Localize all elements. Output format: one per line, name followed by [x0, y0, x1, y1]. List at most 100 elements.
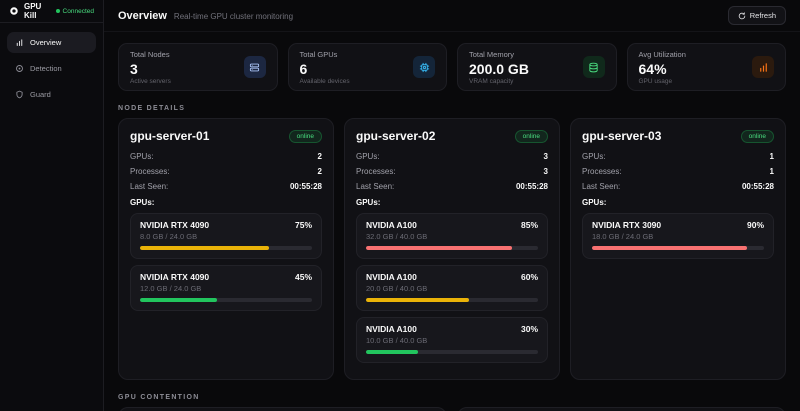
- sidebar-item-label: Guard: [30, 90, 51, 99]
- node-name: gpu-server-03: [582, 129, 662, 143]
- gpu-name: NVIDIA A100: [366, 272, 417, 282]
- utilization-bar: [592, 246, 764, 250]
- gpu-utilization: 90%: [746, 220, 764, 230]
- nodes-grid: gpu-server-01 online GPUs: 2 Processes: 2 …: [118, 118, 786, 380]
- gpu-memory: 18.0 GB / 24.0 GB: [592, 232, 654, 241]
- refresh-label: Refresh: [749, 11, 776, 20]
- refresh-icon: [738, 11, 746, 20]
- node-processes-row: Processes: 2: [130, 167, 322, 176]
- gpu-utilization: 30%: [520, 324, 538, 334]
- shield-icon: [15, 90, 24, 99]
- target-icon: [15, 64, 24, 73]
- gpu-tile: NVIDIA A100 85% 32.0 GB / 40.0 GB: [356, 213, 548, 259]
- status-badge: online: [514, 129, 548, 143]
- gpu-utilization: 85%: [520, 220, 538, 230]
- gpu-memory: 8.0 GB / 24.0 GB: [140, 232, 198, 241]
- node-name: gpu-server-01: [130, 129, 210, 143]
- stat-card-total-nodes: Total Nodes 3 Active servers: [118, 43, 278, 91]
- gpu-tile: NVIDIA A100 30% 10.0 GB / 40.0 GB: [356, 317, 548, 363]
- main-content[interactable]: Total Nodes 3 Active servers Total GPUs …: [104, 32, 800, 411]
- gpu-memory: 10.0 GB / 40.0 GB: [366, 336, 428, 345]
- utilization-bar: [366, 246, 538, 250]
- sidebar-item-overview[interactable]: Overview: [7, 32, 96, 53]
- stat-sub: VRAM capacity: [469, 77, 514, 85]
- server-icon: [243, 56, 266, 78]
- sidebar-item-detection[interactable]: Detection: [7, 58, 96, 79]
- stat-card-total-gpus: Total GPUs 6 Available devices: [287, 43, 447, 91]
- blocked-gpus-card: Blocked GPUs NVIDIA RTX 3090 (node-003) …: [118, 407, 447, 411]
- stat-label: Avg Utilization: [638, 49, 686, 59]
- sidebar: GPU Kill Connected Overview Detection Gu…: [0, 0, 104, 411]
- gpu-tile: NVIDIA A100 60% 20.0 GB / 40.0 GB: [356, 265, 548, 311]
- stat-sub: GPU usage: [638, 77, 673, 85]
- node-card-gpu-server-03: gpu-server-03 online GPUs: 1 Processes: 1 …: [570, 118, 786, 380]
- sidebar-logo-row: GPU Kill Connected: [0, 0, 103, 23]
- bar-chart-icon: [15, 38, 24, 47]
- gpu-list-label: GPUs:: [582, 198, 607, 207]
- connected-dot-icon: [55, 9, 60, 13]
- connection-status-label: Connected: [62, 7, 94, 15]
- gpu-memory: 32.0 GB / 40.0 GB: [366, 232, 428, 241]
- gpu-utilization: 60%: [520, 272, 538, 282]
- node-gpus-row: GPUs: 2: [130, 152, 322, 161]
- stat-card-total-memory: Total Memory 200.0 GB VRAM capacity: [457, 43, 617, 91]
- stat-sub: Available devices: [299, 77, 350, 85]
- node-details-section-label: NODE DETAILS: [118, 105, 186, 112]
- status-badge: online: [740, 129, 774, 143]
- stat-label: Total GPUs: [299, 49, 338, 59]
- top-users-card: Top Users 1 charlie 85%: [457, 407, 786, 411]
- node-last-seen-row: Last Seen: 00:55:28: [356, 182, 548, 191]
- page-subtitle: Real-time GPU cluster monitoring: [173, 11, 294, 21]
- stat-value: 200.0 GB: [469, 60, 529, 77]
- node-name: gpu-server-02: [356, 129, 436, 143]
- bar-chart-icon: [752, 56, 774, 78]
- stat-label: Total Memory: [469, 49, 515, 59]
- stat-sub: Active servers: [130, 77, 171, 85]
- node-last-seen-row: Last Seen: 00:55:28: [582, 182, 774, 191]
- node-gpus-row: GPUs: 3: [356, 152, 548, 161]
- node-gpus-row: GPUs: 1: [582, 152, 774, 161]
- app-logo-icon: [9, 6, 19, 16]
- topbar: Overview Real-time GPU cluster monitorin…: [104, 0, 800, 32]
- stat-value: 6: [299, 60, 308, 77]
- gpu-contention-section-label: GPU CONTENTION: [118, 394, 200, 401]
- utilization-bar: [140, 298, 312, 302]
- gpu-list-label: GPUs:: [130, 198, 155, 207]
- gpu-tile: NVIDIA RTX 4090 75% 8.0 GB / 24.0 GB: [130, 213, 322, 259]
- node-processes-row: Processes: 3: [356, 167, 548, 176]
- gpu-name: NVIDIA RTX 4090: [140, 272, 210, 282]
- connection-status: Connected: [55, 7, 94, 15]
- database-icon: [582, 56, 605, 78]
- stat-card-avg-utilization: Avg Utilization 64% GPU usage: [626, 43, 786, 91]
- sidebar-nav: Overview Detection Guard: [0, 23, 103, 119]
- gpu-utilization: 75%: [294, 220, 312, 230]
- sidebar-item-guard[interactable]: Guard: [7, 84, 96, 105]
- utilization-bar: [140, 246, 312, 250]
- gpu-name: NVIDIA RTX 3090: [592, 220, 662, 230]
- stats-row: Total Nodes 3 Active servers Total GPUs …: [118, 43, 786, 91]
- node-last-seen-row: Last Seen: 00:55:28: [130, 182, 322, 191]
- status-badge: online: [288, 129, 322, 143]
- node-processes-row: Processes: 1: [582, 167, 774, 176]
- sidebar-item-label: Overview: [30, 38, 62, 47]
- gpu-name: NVIDIA A100: [366, 324, 417, 334]
- sidebar-item-label: Detection: [30, 64, 62, 73]
- stat-value: 3: [130, 60, 138, 77]
- node-card-gpu-server-02: gpu-server-02 online GPUs: 3 Processes: 3 …: [344, 118, 560, 380]
- gpu-tile: NVIDIA RTX 3090 90% 18.0 GB / 24.0 GB: [582, 213, 774, 259]
- main-area: Overview Real-time GPU cluster monitorin…: [104, 0, 800, 411]
- utilization-bar: [366, 298, 538, 302]
- utilization-bar: [366, 350, 538, 354]
- page-title: Overview: [118, 9, 167, 22]
- gpu-utilization: 45%: [294, 272, 312, 282]
- app-title: GPU Kill: [24, 2, 42, 20]
- refresh-button[interactable]: Refresh: [727, 6, 786, 25]
- gpu-memory: 12.0 GB / 24.0 GB: [140, 284, 202, 293]
- stat-label: Total Nodes: [130, 49, 170, 59]
- gpu-list-label: GPUs:: [356, 198, 381, 207]
- contention-grid: Blocked GPUs NVIDIA RTX 3090 (node-003) …: [118, 407, 786, 411]
- gpu-tile: NVIDIA RTX 4090 45% 12.0 GB / 24.0 GB: [130, 265, 322, 311]
- gpu-memory: 20.0 GB / 40.0 GB: [366, 284, 428, 293]
- chip-icon: [413, 56, 435, 78]
- stat-value: 64%: [638, 60, 667, 77]
